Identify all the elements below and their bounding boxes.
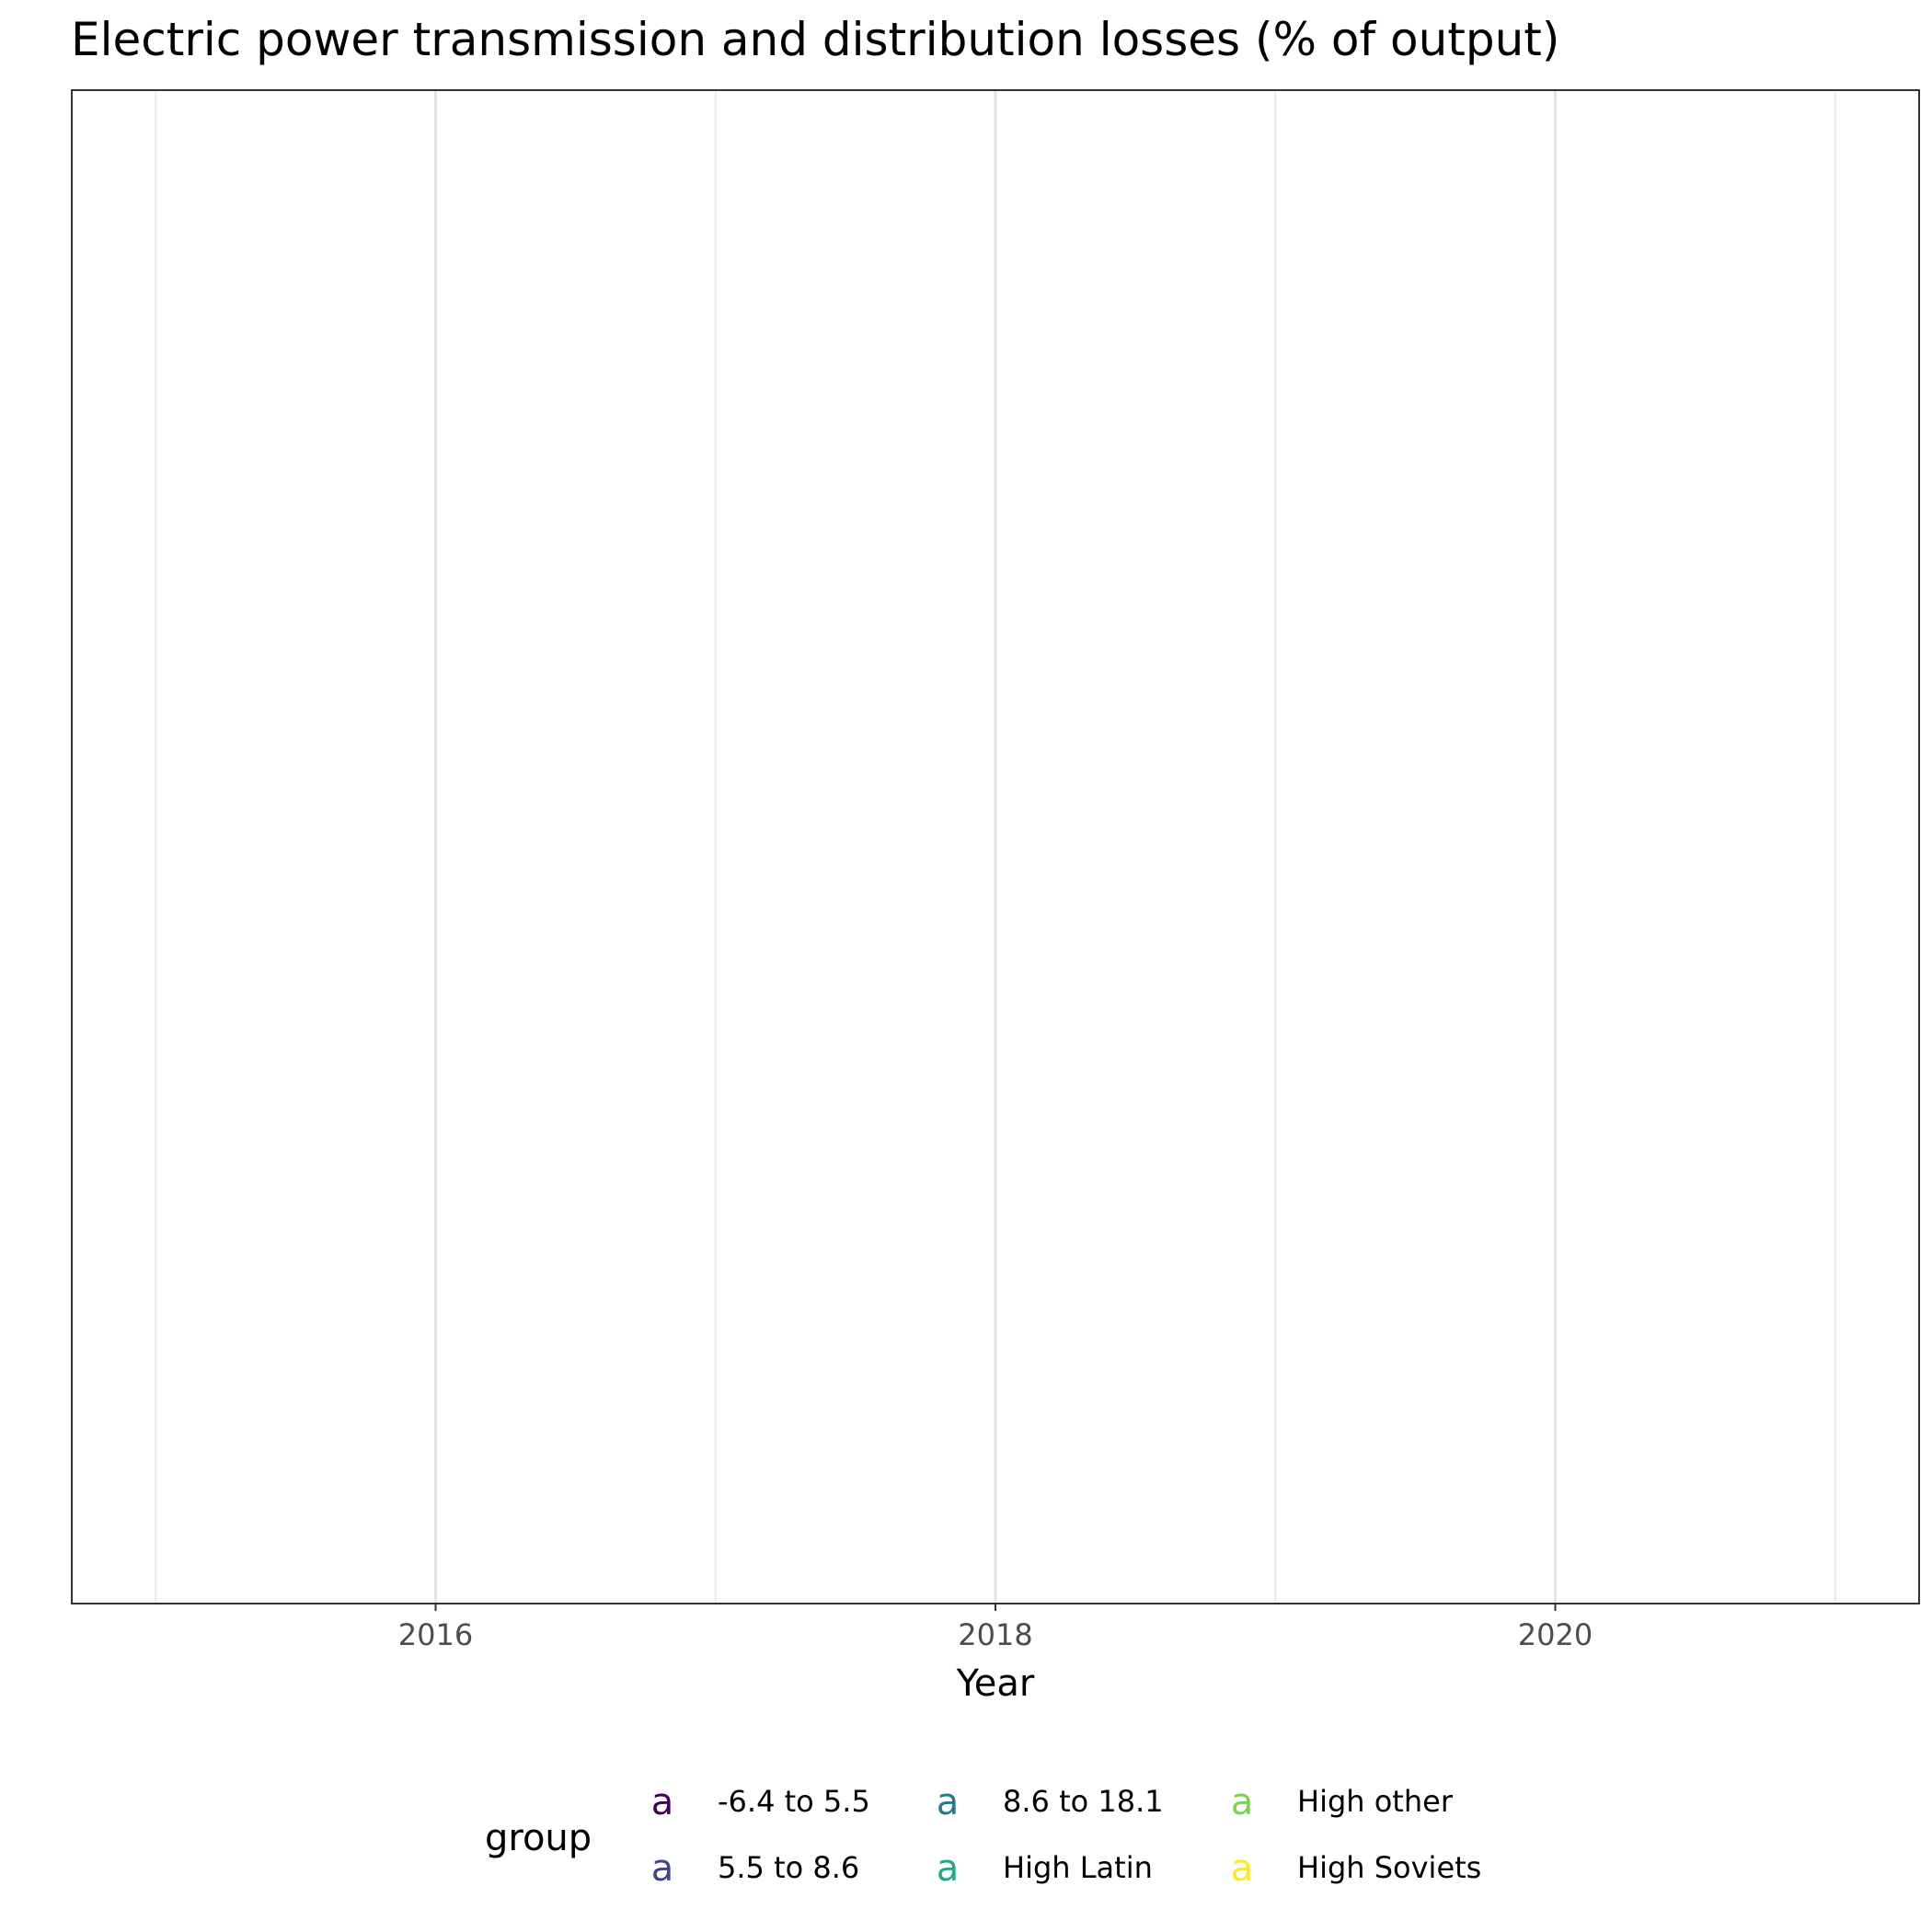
x-axis-ticks: 2016 2018 2020: [398, 1604, 1593, 1652]
legend-item: a High Latin: [937, 1847, 1153, 1890]
legend-label: 8.6 to 18.1: [1003, 1784, 1164, 1819]
legend-label: High Soviets: [1297, 1850, 1481, 1885]
chart-title: Electric power transmission and distribu…: [71, 13, 1559, 66]
legend-item: a 8.6 to 18.1: [937, 1781, 1164, 1823]
legend-key: a: [651, 1781, 674, 1823]
x-axis-title: Year: [956, 1662, 1035, 1705]
legend-entries: a -6.4 to 5.5 a 5.5 to 8.6 a 8.6 to 18.1 a High…: [651, 1781, 1482, 1890]
legend-key: a: [1231, 1847, 1254, 1890]
legend-key: a: [651, 1847, 674, 1890]
legend-item: a High other: [1231, 1781, 1454, 1823]
legend-label: High Latin: [1003, 1850, 1153, 1885]
legend-title: group: [485, 1817, 592, 1859]
legend-key: a: [1231, 1781, 1254, 1823]
legend-item: a -6.4 to 5.5: [651, 1781, 870, 1823]
legend: group a -6.4 to 5.5 a 5.5 to 8.6 a 8.6 to 18.…: [485, 1781, 1481, 1890]
legend-key: a: [937, 1781, 960, 1823]
grid: [155, 90, 1836, 1604]
x-tick-label: 2018: [958, 1617, 1032, 1652]
legend-item: a 5.5 to 8.6: [651, 1847, 860, 1890]
legend-label: High other: [1297, 1784, 1454, 1819]
legend-key: a: [937, 1847, 960, 1890]
x-tick-label: 2020: [1518, 1617, 1593, 1652]
legend-label: -6.4 to 5.5: [718, 1784, 870, 1819]
legend-item: a High Soviets: [1231, 1847, 1482, 1890]
x-tick-label: 2016: [398, 1617, 473, 1652]
legend-label: 5.5 to 8.6: [718, 1850, 859, 1885]
